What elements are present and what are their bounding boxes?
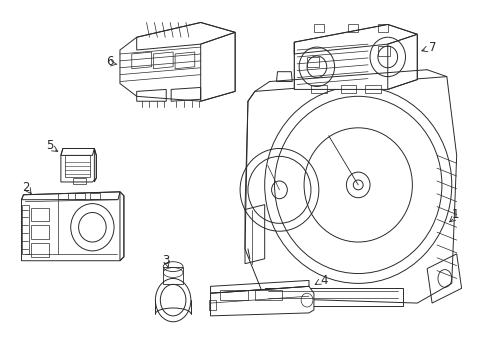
- Text: 5: 5: [47, 139, 54, 152]
- Bar: [31, 208, 49, 221]
- Bar: [22, 204, 29, 254]
- Polygon shape: [61, 148, 97, 182]
- Bar: [220, 290, 248, 300]
- Text: 6: 6: [106, 55, 114, 68]
- Bar: [365, 85, 381, 93]
- Text: 4: 4: [321, 274, 328, 287]
- Bar: [31, 243, 49, 257]
- Bar: [73, 178, 86, 184]
- Polygon shape: [211, 286, 314, 316]
- Bar: [91, 193, 100, 199]
- Bar: [348, 24, 358, 32]
- Polygon shape: [245, 77, 457, 303]
- Text: 1: 1: [452, 208, 459, 221]
- Bar: [378, 24, 388, 32]
- Bar: [341, 85, 356, 93]
- Bar: [209, 300, 217, 310]
- Bar: [307, 57, 319, 67]
- Polygon shape: [22, 192, 124, 261]
- Bar: [31, 225, 49, 239]
- Bar: [255, 290, 282, 300]
- Bar: [311, 85, 327, 93]
- Bar: [314, 24, 324, 32]
- Bar: [163, 267, 183, 284]
- Bar: [58, 193, 68, 199]
- Bar: [378, 46, 390, 56]
- Text: 2: 2: [22, 181, 29, 194]
- Bar: [65, 156, 91, 177]
- Polygon shape: [120, 22, 235, 101]
- Bar: [265, 288, 402, 306]
- Text: 7: 7: [429, 41, 437, 54]
- Polygon shape: [294, 24, 417, 89]
- Text: 3: 3: [163, 254, 170, 267]
- Bar: [74, 193, 84, 199]
